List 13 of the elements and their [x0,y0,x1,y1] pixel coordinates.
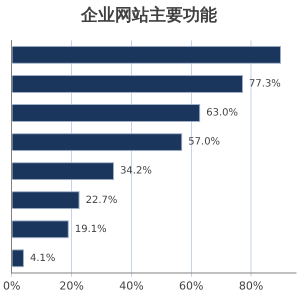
x-tick-label: 20% [59,279,84,292]
data-label: 34.2% [120,166,152,177]
data-label: 19.1% [74,224,107,235]
data-label: 63.0% [206,108,238,119]
data-label: 77.3% [249,78,281,90]
x-tick-label: 0% [3,279,20,292]
data-label: 57.0% [188,136,220,148]
chart-title: 企业网站主要功能 [80,6,217,26]
x-tick-label: 40% [119,279,144,292]
data-label: 4.1% [30,252,56,264]
x-tick-label: 80% [238,279,264,292]
x-tick-label: 60% [179,279,204,292]
data-label: 22.7% [86,194,118,206]
